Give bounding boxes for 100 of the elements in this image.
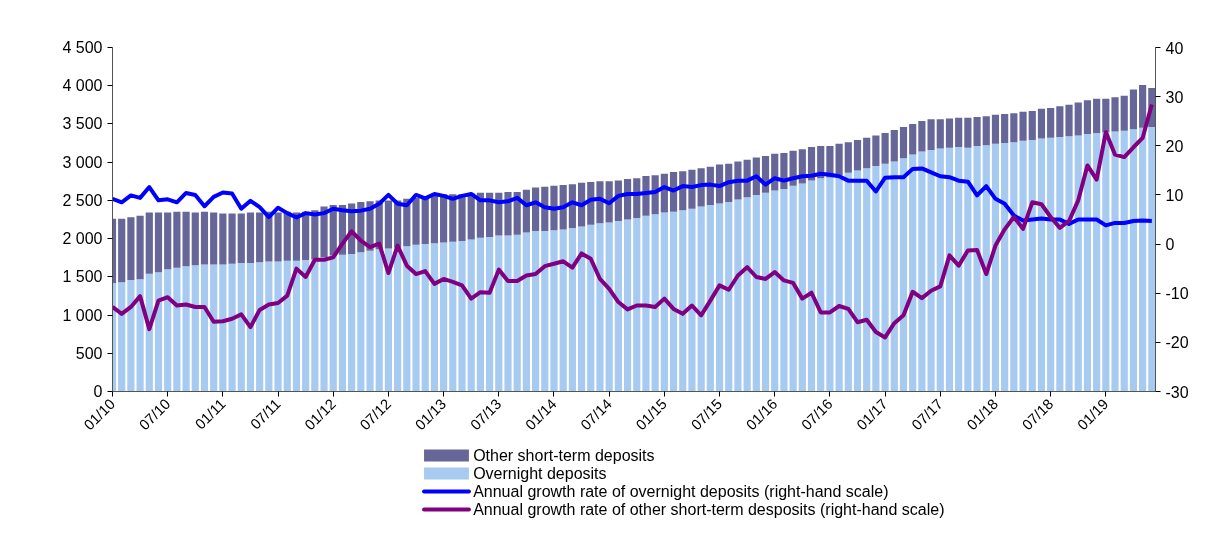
bar xyxy=(513,234,521,392)
bar xyxy=(1010,113,1018,143)
bar xyxy=(265,261,273,392)
bar xyxy=(669,211,678,392)
bar xyxy=(706,204,714,392)
bar xyxy=(366,250,374,392)
bar xyxy=(853,170,862,392)
bar xyxy=(292,260,301,392)
bar xyxy=(715,203,724,392)
bar xyxy=(458,194,466,241)
y-tick-label: 4 500 xyxy=(62,39,103,56)
y-tick-label: 0 xyxy=(93,383,103,400)
bar xyxy=(1001,143,1009,392)
bar xyxy=(1139,127,1147,392)
bar xyxy=(945,147,954,392)
bar xyxy=(863,168,871,392)
bar xyxy=(311,259,319,392)
bar xyxy=(1074,102,1082,136)
bar xyxy=(853,140,862,171)
bar xyxy=(145,212,153,274)
bar xyxy=(228,213,236,264)
bar xyxy=(467,239,475,392)
y2-tick-label: 0 xyxy=(1165,236,1175,254)
bar xyxy=(890,130,898,162)
bar xyxy=(1019,140,1027,392)
y-tick-label: 3 500 xyxy=(62,115,103,133)
bar xyxy=(200,211,209,265)
bar xyxy=(568,227,576,392)
bar xyxy=(375,249,383,392)
bar xyxy=(412,198,420,245)
bar xyxy=(559,229,567,392)
bar xyxy=(807,180,816,392)
y-tick-label: 500 xyxy=(75,344,103,362)
bar xyxy=(1120,130,1128,392)
bar xyxy=(1019,111,1027,141)
bar xyxy=(219,213,227,265)
bar xyxy=(256,212,264,263)
bar xyxy=(191,212,199,266)
bar xyxy=(633,217,641,392)
bar xyxy=(909,154,917,392)
bar xyxy=(623,219,632,392)
bar xyxy=(182,211,190,267)
bar xyxy=(384,200,393,249)
y-tick-label: 2 000 xyxy=(62,230,103,248)
y2-tick-label: -30 xyxy=(1165,383,1189,401)
bar xyxy=(348,253,356,392)
bar xyxy=(1111,131,1119,392)
bar xyxy=(154,272,163,392)
bar xyxy=(1093,98,1101,134)
bar xyxy=(890,161,898,392)
bar xyxy=(688,208,696,392)
bar xyxy=(550,230,558,392)
y-tick-label: 1 500 xyxy=(62,268,103,286)
bar xyxy=(697,206,705,392)
bar xyxy=(1047,107,1055,138)
bar xyxy=(964,147,972,392)
bar xyxy=(237,213,245,264)
bar xyxy=(1102,98,1110,133)
bar xyxy=(476,237,484,392)
bar xyxy=(403,246,411,392)
bar xyxy=(164,269,172,392)
line-series xyxy=(112,102,1154,340)
bar xyxy=(651,214,659,392)
bar xyxy=(210,212,218,265)
bar xyxy=(982,145,990,392)
bar xyxy=(899,158,908,392)
bar xyxy=(274,212,282,262)
bar xyxy=(982,116,990,146)
bar xyxy=(1129,89,1138,130)
bar xyxy=(614,221,622,392)
bar xyxy=(320,206,328,257)
bar xyxy=(246,263,255,392)
bar xyxy=(936,148,944,392)
y-tick-label: 2 500 xyxy=(62,191,103,209)
bar xyxy=(421,243,429,392)
y-tick-label: 1 000 xyxy=(62,306,103,324)
bar xyxy=(991,114,1000,144)
bar xyxy=(1129,129,1138,392)
bar xyxy=(844,142,852,173)
bar xyxy=(752,195,760,392)
bar xyxy=(486,237,494,392)
bar xyxy=(835,143,843,176)
bar xyxy=(734,199,742,392)
bar xyxy=(283,260,291,392)
bar xyxy=(872,165,880,392)
bar xyxy=(127,279,135,392)
bar xyxy=(228,263,236,392)
bar xyxy=(458,240,466,392)
bar xyxy=(283,211,291,261)
bar xyxy=(1139,84,1147,128)
bar xyxy=(164,212,172,270)
bar xyxy=(1047,137,1055,392)
bar xyxy=(504,191,512,236)
bar xyxy=(605,222,613,392)
bar xyxy=(1065,136,1073,392)
bar xyxy=(642,215,650,392)
bar xyxy=(1102,132,1110,392)
bar xyxy=(421,196,429,244)
bar xyxy=(955,146,963,392)
bar xyxy=(191,265,199,392)
